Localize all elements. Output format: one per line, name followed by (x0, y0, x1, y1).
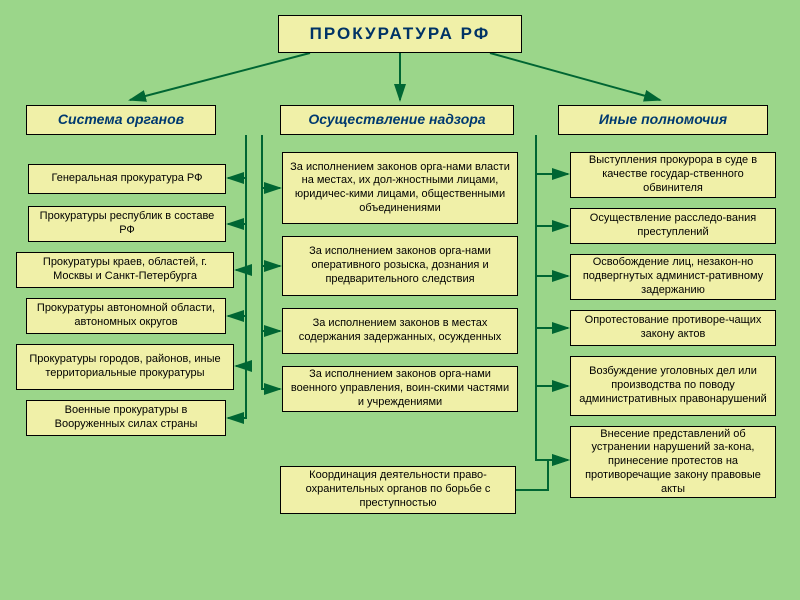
right-item-5: Внесение представлений об устранении нар… (570, 426, 776, 498)
header-center: Осуществление надзора (280, 105, 514, 135)
left-item-2: Прокуратуры краев, областей, г. Москвы и… (16, 252, 234, 288)
left-item-5: Военные прокуратуры в Вооруженных силах … (26, 400, 226, 436)
right-item-2: Освобождение лиц, незакон-но подвергнуты… (570, 254, 776, 300)
header-left: Система органов (26, 105, 216, 135)
bottom-box: Координация деятельности право-охранител… (280, 466, 516, 514)
right-item-3: Опротестование противоре-чащих закону ак… (570, 310, 776, 346)
center-item-0: За исполнением законов орга-нами власти … (282, 152, 518, 224)
header-right: Иные полномочия (558, 105, 768, 135)
left-item-4: Прокуратуры городов, районов, иные терри… (16, 344, 234, 390)
right-item-1: Осуществление расследо-вания преступлени… (570, 208, 776, 244)
right-item-0: Выступления прокурора в суде в качестве … (570, 152, 776, 198)
center-item-2: За исполнением законов в местах содержан… (282, 308, 518, 354)
center-item-1: За исполнением законов орга-нами операти… (282, 236, 518, 296)
center-item-3: За исполнением законов орга-нами военног… (282, 366, 518, 412)
left-item-1: Прокуратуры республик в составе РФ (28, 206, 226, 242)
left-item-3: Прокуратуры автономной области, автономн… (26, 298, 226, 334)
left-item-0: Генеральная прокуратура РФ (28, 164, 226, 194)
right-item-4: Возбуждение уголовных дел или производст… (570, 356, 776, 416)
title-box: ПРОКУРАТУРА РФ (278, 15, 522, 53)
